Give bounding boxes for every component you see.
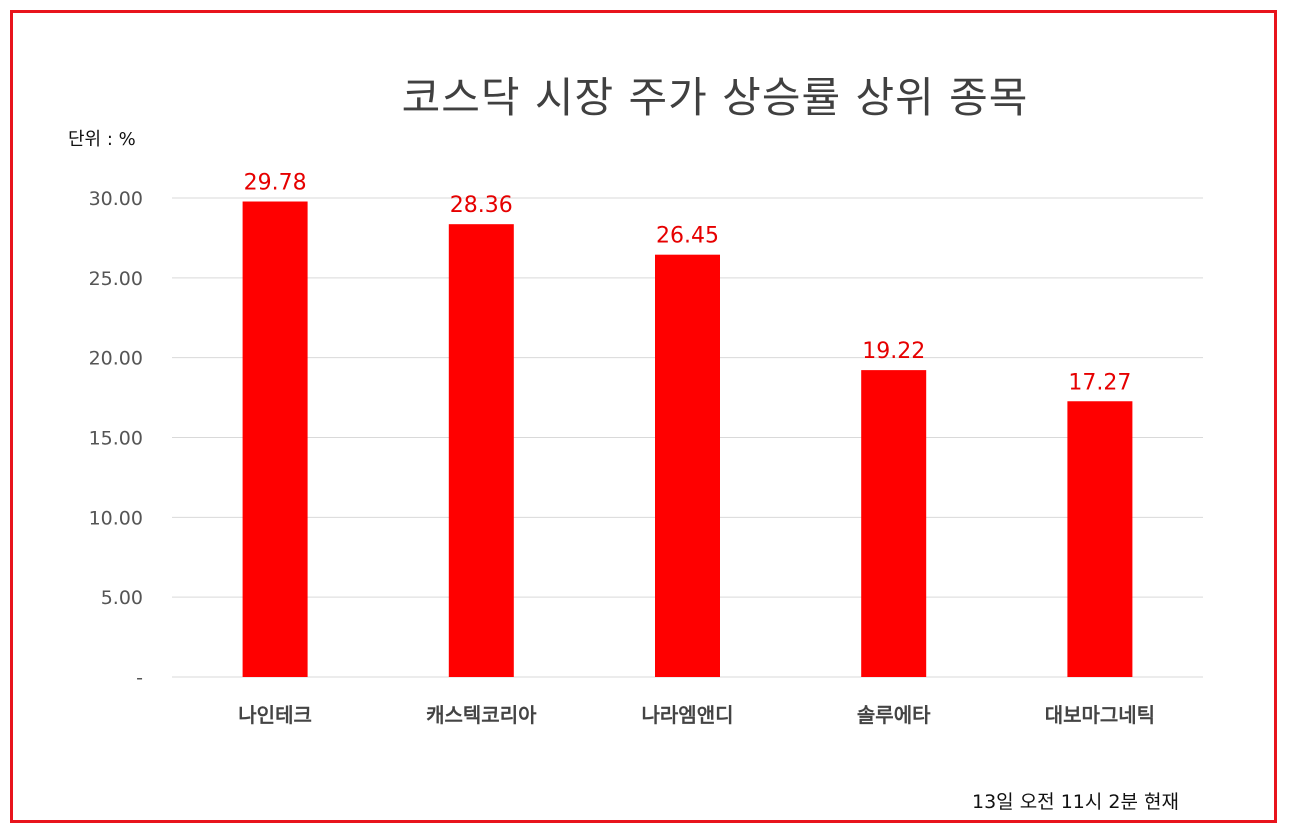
bar <box>655 254 720 677</box>
chart-title: 코스닥 시장 주가 상승률 상위 종목 <box>401 73 1029 122</box>
x-tick-label: 캐스텍코리아 <box>426 703 537 727</box>
data-label: 26.45 <box>656 224 719 249</box>
bar <box>448 224 514 677</box>
x-tick-label: 나라엠앤디 <box>642 703 734 727</box>
bar <box>861 370 927 677</box>
data-label: 29.78 <box>244 171 307 196</box>
x-tick-label: 나인테크 <box>238 703 312 727</box>
x-tick-label: 대보마그네틱 <box>1045 703 1155 727</box>
data-label: 19.22 <box>862 339 925 364</box>
chart-frame <box>10 10 1277 823</box>
bar <box>242 201 308 677</box>
bar <box>1067 401 1133 677</box>
y-tick-label: 10.00 <box>89 507 143 529</box>
unit-label: 단위 : % <box>68 129 136 150</box>
data-label: 28.36 <box>450 193 513 218</box>
y-tick-label: 15.00 <box>89 428 143 450</box>
x-tick-label: 솔루에타 <box>857 703 931 727</box>
data-label: 17.27 <box>1068 370 1131 395</box>
y-tick-label: 25.00 <box>89 268 143 290</box>
y-tick-label: 5.00 <box>101 587 143 609</box>
timestamp-note: 13일 오전 11시 2분 현재 <box>972 791 1179 813</box>
y-tick-label: 20.00 <box>89 348 143 370</box>
y-tick-label: - <box>136 667 143 689</box>
y-tick-label: 30.00 <box>89 188 143 210</box>
